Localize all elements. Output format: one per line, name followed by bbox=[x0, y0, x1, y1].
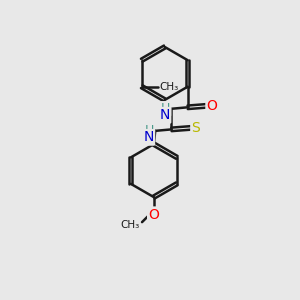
Text: CH₃: CH₃ bbox=[159, 82, 179, 92]
Text: N: N bbox=[143, 130, 154, 144]
Text: H: H bbox=[144, 124, 154, 137]
Text: N: N bbox=[160, 108, 170, 122]
Text: S: S bbox=[191, 121, 200, 135]
Text: CH₃: CH₃ bbox=[120, 220, 140, 230]
Text: O: O bbox=[148, 208, 159, 222]
Text: O: O bbox=[207, 99, 218, 113]
Text: H: H bbox=[160, 102, 170, 115]
